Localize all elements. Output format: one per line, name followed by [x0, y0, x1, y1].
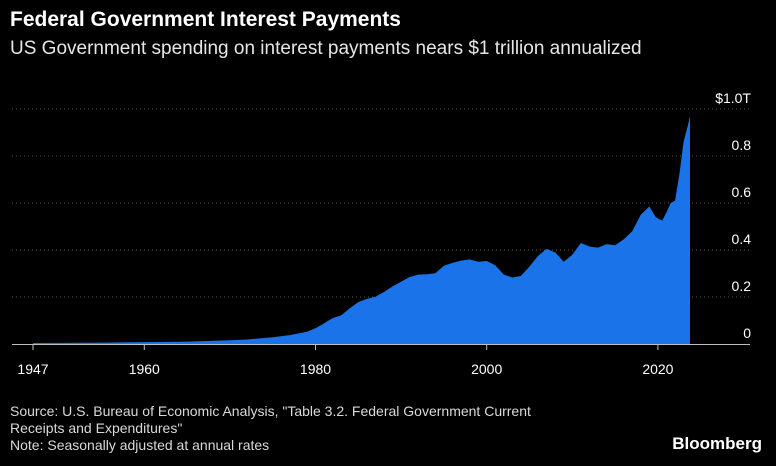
y-tick-label: 0.6: [732, 184, 752, 200]
y-tick-label: 0.4: [732, 231, 752, 247]
chart-footer: Source: U.S. Bureau of Economic Analysis…: [10, 403, 650, 454]
interest-payments-area-chart: 0 0.2 0.4 0.6 0.8 $1.0T 1947 1960 1980 2000 2020: [12, 90, 752, 377]
y-tick-label: 0.2: [732, 278, 752, 294]
x-tick-label: 2020: [642, 361, 673, 377]
x-tick-label: 1980: [300, 361, 331, 377]
x-tick-label: 1947: [17, 361, 48, 377]
note-text: Note: Seasonally adjusted at annual rate…: [10, 437, 270, 453]
chart-subtitle: US Government spending on interest payme…: [10, 38, 642, 59]
bloomberg-logo: Bloomberg: [672, 434, 762, 453]
interest-payments-area: [33, 116, 690, 344]
y-tick-label: $1.0T: [715, 90, 751, 106]
y-tick-label: 0: [743, 325, 751, 341]
x-tick-label: 1960: [129, 361, 160, 377]
x-tick-label: 2000: [471, 361, 502, 377]
y-tick-label: 0.8: [732, 137, 752, 153]
chart-title: Federal Government Interest Payments: [10, 8, 401, 31]
source-line-2: Receipts and Expenditures": [10, 420, 183, 436]
source-line-1: Source: U.S. Bureau of Economic Analysis…: [10, 403, 531, 419]
